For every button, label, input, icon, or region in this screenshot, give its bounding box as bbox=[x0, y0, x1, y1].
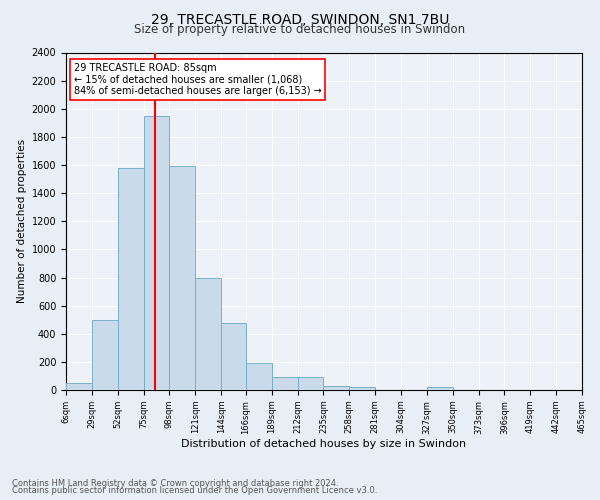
Bar bbox=[427, 387, 453, 390]
Bar bbox=[349, 387, 375, 390]
Bar bbox=[298, 378, 323, 390]
Text: Contains HM Land Registry data © Crown copyright and database right 2024.: Contains HM Land Registry data © Crown c… bbox=[12, 478, 338, 488]
Bar bbox=[323, 386, 349, 390]
Bar bbox=[143, 116, 169, 390]
Text: 29 TRECASTLE ROAD: 85sqm
← 15% of detached houses are smaller (1,068)
84% of sem: 29 TRECASTLE ROAD: 85sqm ← 15% of detach… bbox=[74, 62, 322, 96]
Bar bbox=[195, 278, 221, 390]
Bar bbox=[169, 166, 195, 390]
Bar bbox=[66, 383, 92, 390]
Text: Contains public sector information licensed under the Open Government Licence v3: Contains public sector information licen… bbox=[12, 486, 377, 495]
Bar bbox=[272, 378, 298, 390]
Bar bbox=[92, 320, 118, 390]
Text: 29, TRECASTLE ROAD, SWINDON, SN1 7BU: 29, TRECASTLE ROAD, SWINDON, SN1 7BU bbox=[151, 12, 449, 26]
Bar bbox=[118, 168, 143, 390]
Bar bbox=[221, 322, 246, 390]
Y-axis label: Number of detached properties: Number of detached properties bbox=[17, 139, 28, 304]
Text: Size of property relative to detached houses in Swindon: Size of property relative to detached ho… bbox=[134, 22, 466, 36]
X-axis label: Distribution of detached houses by size in Swindon: Distribution of detached houses by size … bbox=[181, 440, 467, 450]
Bar bbox=[246, 364, 272, 390]
